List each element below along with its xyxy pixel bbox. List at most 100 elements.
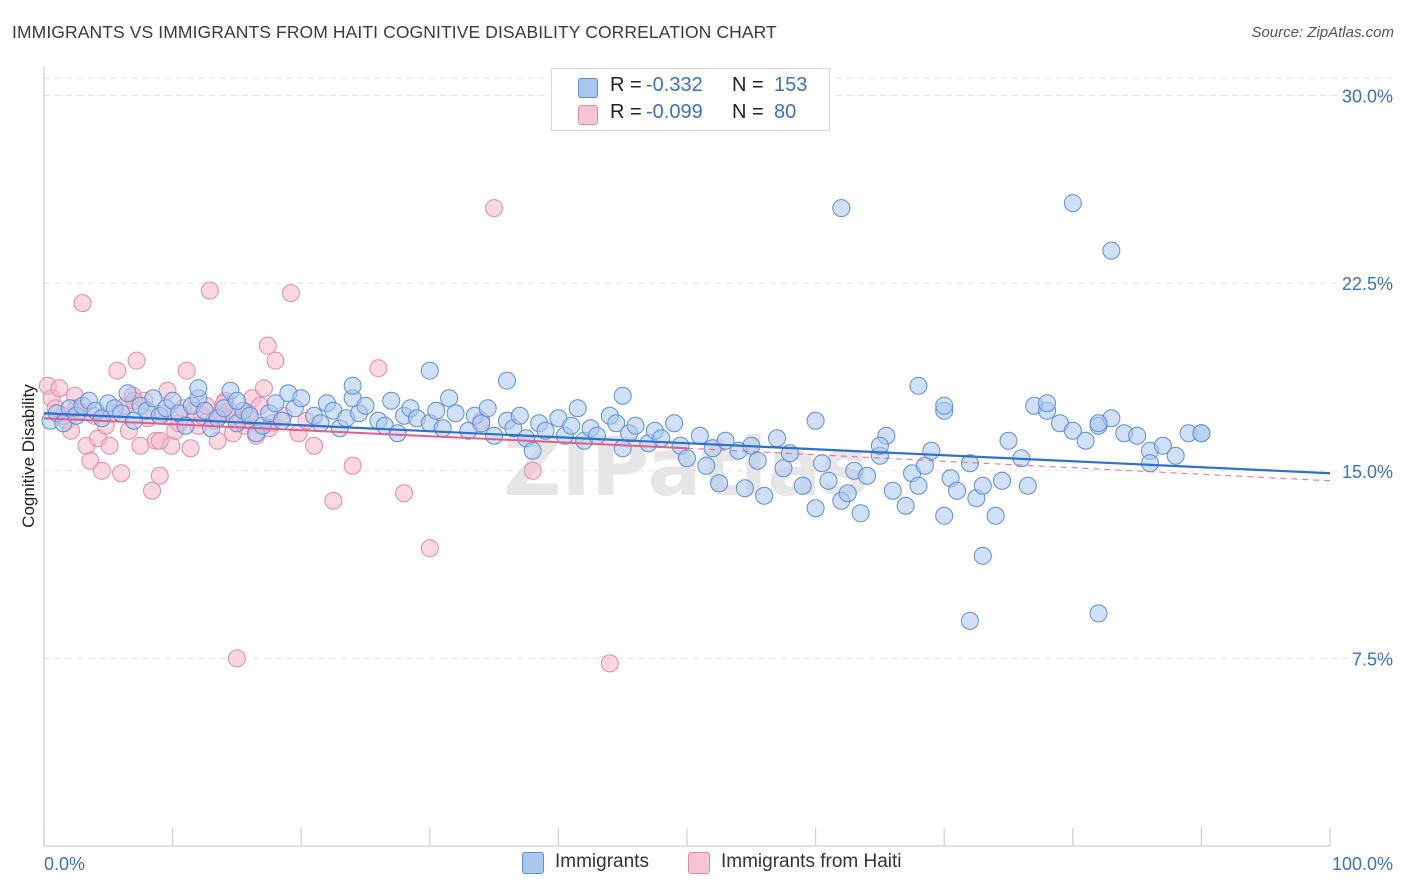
data-point	[369, 359, 388, 378]
data-point	[292, 389, 311, 408]
data-point	[311, 414, 330, 433]
data-point	[935, 396, 954, 415]
trend-line-haiti-extension	[686, 447, 1331, 482]
data-point	[177, 361, 196, 380]
data-point	[1038, 394, 1057, 413]
data-point	[793, 476, 812, 495]
data-point	[832, 199, 851, 218]
data-point	[427, 401, 446, 420]
legend-swatch-pink	[578, 105, 598, 125]
bottom-legend-swatch-pink	[688, 852, 710, 874]
data-point	[562, 416, 581, 435]
data-point	[433, 419, 452, 438]
data-point	[150, 466, 169, 485]
data-point	[851, 504, 870, 523]
trend-line-immigrants	[43, 412, 1331, 475]
data-point	[1153, 436, 1172, 455]
legend-swatch-blue	[578, 78, 598, 98]
data-point	[150, 431, 169, 450]
y-tick-label: 7.5%	[1352, 649, 1393, 669]
data-point	[710, 474, 729, 493]
x-tick-label-min: 0.0%	[44, 854, 85, 874]
data-point	[587, 426, 606, 445]
data-point	[626, 416, 645, 435]
data-point	[858, 466, 877, 485]
series-immigrants	[41, 194, 1211, 630]
chart-title: IMMIGRANTS VS IMMIGRANTS FROM HAITI COGN…	[12, 22, 777, 42]
data-point	[536, 421, 555, 440]
data-point	[1166, 446, 1185, 465]
bottom-legend-label: Immigrants	[555, 851, 649, 872]
data-point	[960, 611, 979, 630]
data-point	[118, 384, 137, 403]
legend-r-value: -0.099	[646, 101, 703, 123]
legend-r-label: R =	[610, 101, 642, 123]
data-point	[774, 459, 793, 478]
data-point	[200, 281, 219, 300]
data-point	[755, 486, 774, 505]
data-point	[382, 391, 401, 410]
data-point	[305, 436, 324, 455]
bottom-legend-swatch-blue	[522, 852, 544, 874]
data-point	[281, 284, 300, 303]
y-tick-label: 30.0%	[1342, 87, 1393, 107]
grid-lines	[44, 77, 1393, 659]
data-point	[690, 426, 709, 445]
data-point	[144, 389, 163, 408]
data-point	[112, 464, 131, 483]
legend-row-immigrants: R = -0.332 N = 153	[552, 74, 829, 100]
data-point	[1102, 241, 1121, 260]
data-point	[92, 461, 111, 480]
trend-line-haiti	[43, 417, 688, 450]
data-point	[497, 371, 516, 390]
data-point	[1063, 194, 1082, 213]
data-point	[50, 379, 69, 398]
data-point	[909, 376, 928, 395]
correlation-legend: R = -0.332 N = 153 R = -0.099 N = 80	[551, 68, 830, 131]
trend-lines	[43, 412, 1331, 482]
data-point	[986, 506, 1005, 525]
axes	[43, 66, 1331, 847]
data-point	[883, 481, 902, 500]
data-point	[768, 429, 787, 448]
data-point	[388, 424, 407, 443]
data-point	[1076, 431, 1095, 450]
data-point	[1089, 414, 1108, 433]
data-point	[181, 439, 200, 458]
legend-r-label: R =	[610, 74, 642, 96]
y-tick-label: 22.5%	[1342, 274, 1393, 294]
data-point	[266, 351, 285, 370]
data-point	[472, 414, 491, 433]
y-axis-label: Cognitive Disability	[19, 384, 38, 528]
data-point	[446, 404, 465, 423]
data-point	[131, 436, 150, 455]
data-point	[485, 199, 504, 218]
data-point	[1063, 421, 1082, 440]
data-point	[143, 481, 162, 500]
data-point	[819, 471, 838, 490]
bottom-legend-label: Immigrants from Haiti	[721, 851, 902, 872]
data-point	[748, 451, 767, 470]
data-point	[973, 546, 992, 565]
data-point	[485, 426, 504, 445]
data-point	[806, 499, 825, 518]
data-point	[510, 406, 529, 425]
data-point	[478, 399, 497, 418]
data-point	[613, 439, 632, 458]
data-point	[523, 461, 542, 480]
data-point	[395, 484, 414, 503]
legend-n-value: 80	[774, 101, 797, 123]
data-point	[665, 414, 684, 433]
data-point	[81, 451, 100, 470]
legend-r-value: -0.332	[646, 74, 703, 96]
data-point	[1140, 454, 1159, 473]
data-point	[652, 429, 671, 448]
data-point	[1128, 426, 1147, 445]
data-point	[356, 396, 375, 415]
legend-row-immigrants-from-haiti: R = -0.099 N = 80	[552, 101, 829, 127]
data-point	[254, 379, 273, 398]
data-point	[420, 361, 439, 380]
data-point	[935, 506, 954, 525]
source-label: Source: ZipAtlas.com	[1251, 24, 1394, 41]
data-point	[272, 411, 291, 430]
